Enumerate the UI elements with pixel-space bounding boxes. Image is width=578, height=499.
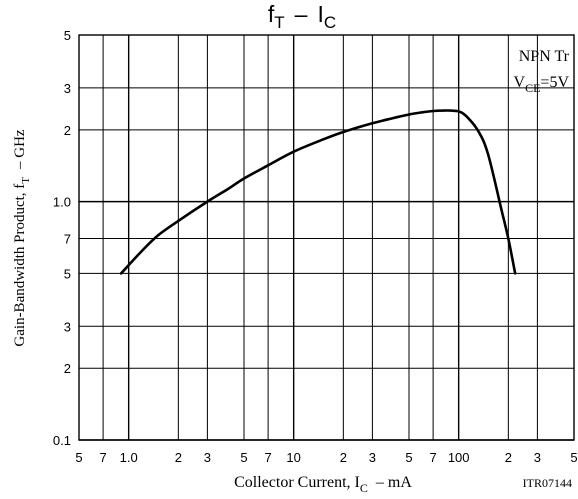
x-tick-label: 10 bbox=[286, 450, 300, 465]
annotation-condition-post: =5V bbox=[540, 74, 569, 91]
drawing-code: ITR07144 bbox=[523, 476, 572, 490]
title-main: f bbox=[268, 1, 275, 27]
x-tick-label: 5 bbox=[570, 450, 577, 465]
x-tick-label: 100 bbox=[448, 450, 470, 465]
y-axis-label-sub: T bbox=[20, 177, 32, 184]
y-tick-label: 7 bbox=[64, 232, 71, 247]
annotation-device: NPN Tr bbox=[519, 48, 570, 65]
x-axis-label-sub: C bbox=[360, 481, 368, 495]
x-axis-label-pre: Collector Current, I bbox=[234, 474, 360, 491]
y-axis-label-pre: Gain-Bandwidth Product, f bbox=[12, 184, 28, 347]
y-tick-label: 2 bbox=[64, 123, 71, 138]
y-tick-label: 1.0 bbox=[53, 195, 71, 210]
x-tick-label: 7 bbox=[429, 450, 436, 465]
x-tick-label: 5 bbox=[75, 450, 82, 465]
y-tick-label: 0.1 bbox=[53, 433, 71, 448]
y-axis-label-post: – GHz bbox=[12, 129, 28, 170]
x-tick-label: 1.0 bbox=[120, 450, 138, 465]
y-tick-label: 3 bbox=[64, 81, 71, 96]
plot-frame bbox=[78, 34, 575, 441]
x-tick-labels: 5 7 1.0 2 3 5 7 10 2 3 5 7 100 2 3 5 bbox=[75, 450, 577, 465]
x-tick-label: 3 bbox=[204, 450, 211, 465]
annotation-condition: VCE=5V bbox=[514, 74, 570, 95]
x-tick-label: 2 bbox=[175, 450, 182, 465]
y-tick-label: 5 bbox=[64, 266, 71, 281]
x-tick-label: 5 bbox=[240, 450, 247, 465]
y-tick-label: 3 bbox=[64, 319, 71, 334]
x-tick-label: 2 bbox=[340, 450, 347, 465]
y-tick-labels: 0.1 2 3 5 7 1.0 2 3 5 bbox=[53, 28, 71, 448]
x-tick-label: 3 bbox=[369, 450, 376, 465]
x-axis-label-post: – mA bbox=[375, 474, 412, 491]
annotation-condition-sub: CE bbox=[525, 81, 540, 95]
title-dash: – bbox=[295, 1, 308, 27]
series-line bbox=[119, 109, 517, 275]
x-axis-label: Collector Current, IC – mA bbox=[234, 474, 412, 495]
y-tick-label: 2 bbox=[64, 361, 71, 376]
y-axis-label: Gain-Bandwidth Product, fT – GHz bbox=[12, 129, 32, 347]
title-sub2: C bbox=[324, 13, 336, 32]
y-tick-label: 5 bbox=[64, 28, 71, 43]
chart-title: fT – IC bbox=[268, 1, 336, 32]
title-main2: I bbox=[317, 1, 323, 27]
title-sub1: T bbox=[274, 13, 284, 32]
x-tick-label: 7 bbox=[264, 450, 271, 465]
x-tick-label: 7 bbox=[99, 450, 106, 465]
x-tick-label: 3 bbox=[534, 450, 541, 465]
x-tick-label: 5 bbox=[405, 450, 412, 465]
grid bbox=[78, 34, 575, 441]
x-tick-label: 2 bbox=[505, 450, 512, 465]
series-layer bbox=[119, 109, 517, 275]
annotation-condition-pre: V bbox=[514, 74, 526, 91]
